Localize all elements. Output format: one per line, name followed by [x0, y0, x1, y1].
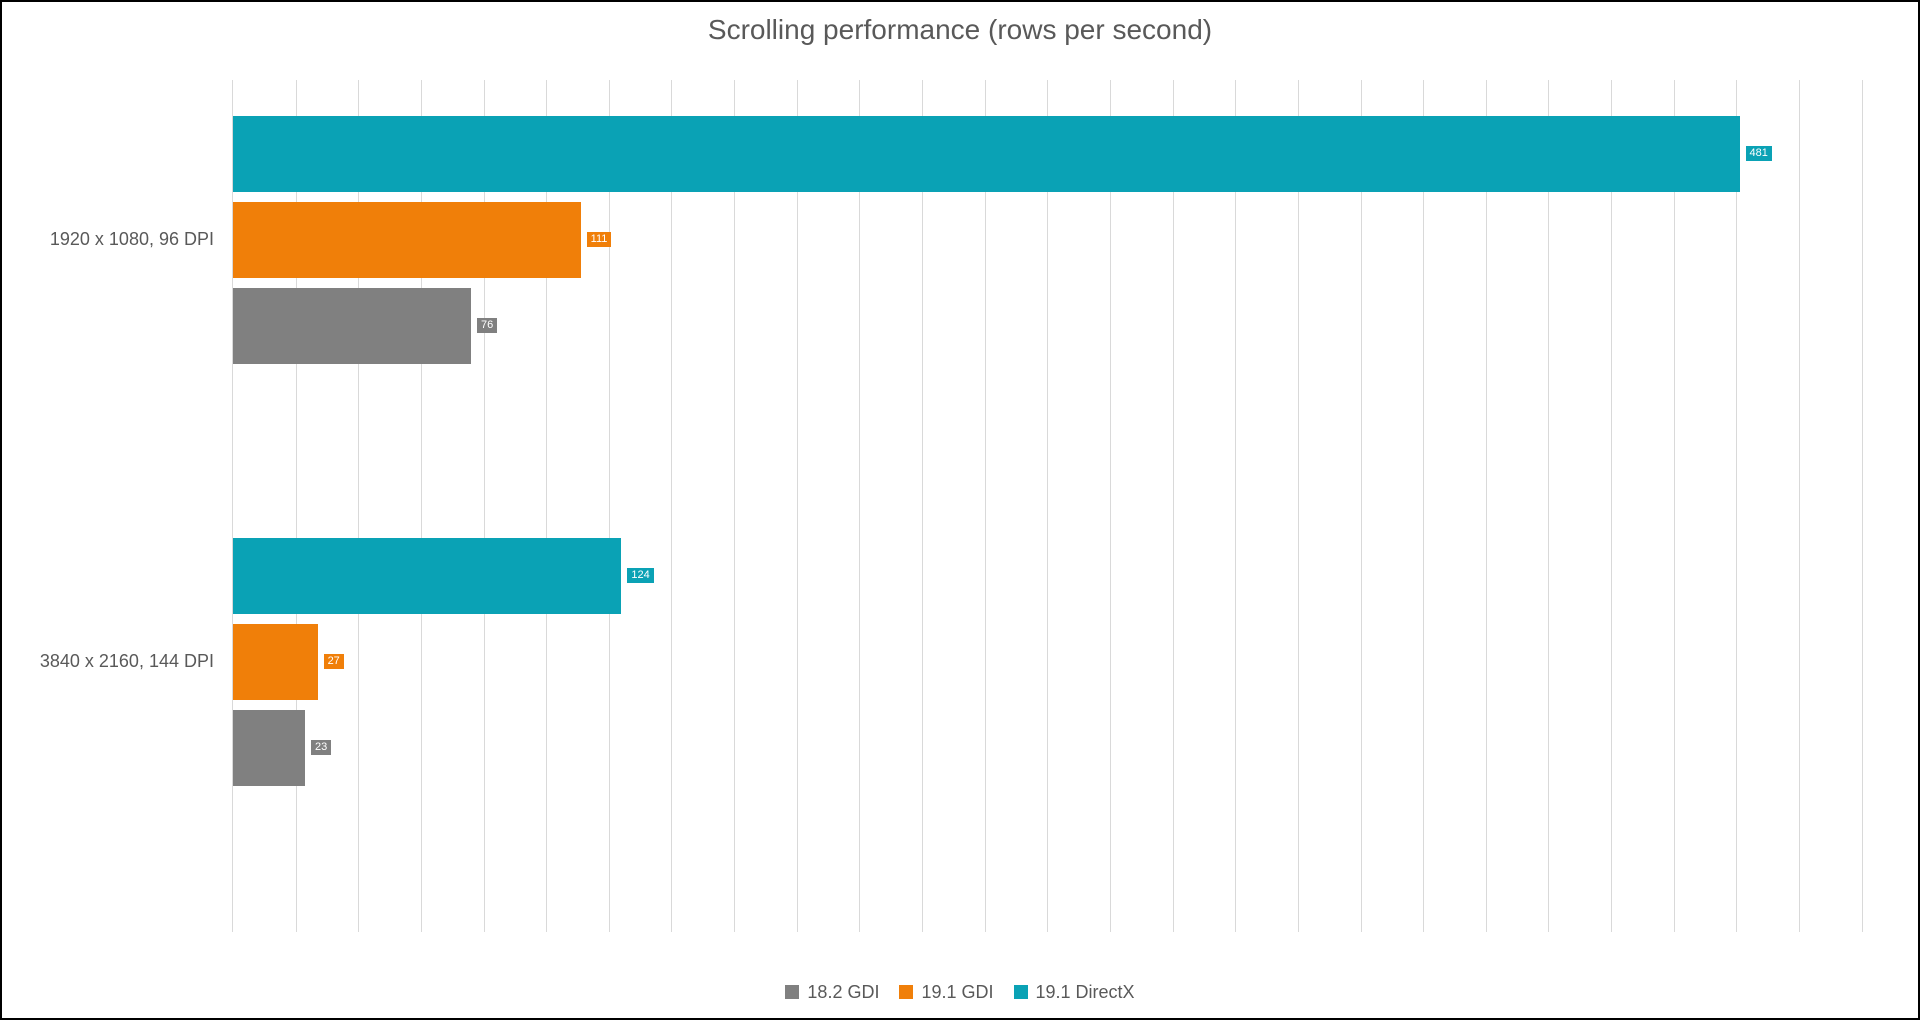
data-label: 27: [324, 654, 344, 669]
chart-frame: Scrolling performance (rows per second) …: [0, 0, 1920, 1020]
chart-title: Scrolling performance (rows per second): [2, 14, 1918, 46]
grid-line: [1486, 80, 1487, 932]
category-label: 1920 x 1080, 96 DPI: [50, 229, 214, 250]
data-label: 111: [587, 232, 612, 247]
data-label: 23: [311, 740, 331, 755]
grid-line: [1611, 80, 1612, 932]
data-label: 481: [1746, 146, 1772, 161]
grid-line: [922, 80, 923, 932]
bar: [233, 710, 305, 786]
bar: [233, 624, 318, 700]
plot-area: 481 111 76 124 27 23: [232, 80, 1892, 932]
grid-line: [1423, 80, 1424, 932]
grid-line: [859, 80, 860, 932]
legend-swatch: [785, 985, 799, 999]
legend: 18.2 GDI 19.1 GDI 19.1 DirectX: [2, 982, 1918, 1005]
grid-line: [671, 80, 672, 932]
grid-line: [1862, 80, 1863, 932]
grid-line: [1548, 80, 1549, 932]
grid-line: [1674, 80, 1675, 932]
legend-swatch: [1014, 985, 1028, 999]
bar: [233, 202, 581, 278]
grid-line: [797, 80, 798, 932]
legend-label: 18.2 GDI: [807, 982, 879, 1003]
legend-item: 19.1 DirectX: [1014, 982, 1135, 1003]
legend-label: 19.1 DirectX: [1036, 982, 1135, 1003]
grid-line: [734, 80, 735, 932]
data-label: 76: [477, 318, 497, 333]
grid-line: [1110, 80, 1111, 932]
category-label: 3840 x 2160, 144 DPI: [40, 651, 214, 672]
grid-line: [1235, 80, 1236, 932]
legend-label: 19.1 GDI: [921, 982, 993, 1003]
bar: [233, 288, 471, 364]
grid-line: [1298, 80, 1299, 932]
grid-line: [1361, 80, 1362, 932]
legend-swatch: [899, 985, 913, 999]
grid-line: [609, 80, 610, 932]
grid-line: [985, 80, 986, 932]
bar: [233, 116, 1740, 192]
grid-line: [1736, 80, 1737, 932]
legend-item: 18.2 GDI: [785, 982, 879, 1003]
bar: [233, 538, 621, 614]
grid-line: [1173, 80, 1174, 932]
data-label: 124: [627, 568, 653, 583]
grid-line: [1047, 80, 1048, 932]
legend-item: 19.1 GDI: [899, 982, 993, 1003]
grid-line: [1799, 80, 1800, 932]
